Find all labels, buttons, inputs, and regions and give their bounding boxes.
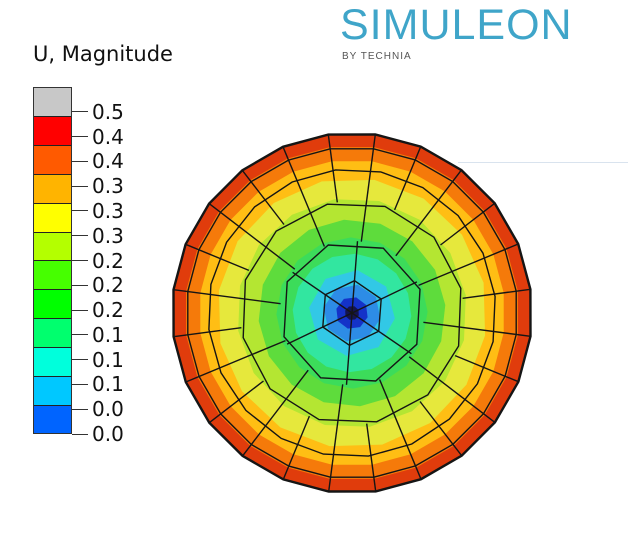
legend-tick-mark [72, 160, 88, 162]
legend-tick-mark [72, 136, 88, 138]
legend-tick-label: 0.0 [92, 422, 124, 446]
legend-tick-label: 0.1 [92, 322, 124, 347]
mesh-spoke [242, 369, 309, 457]
legend-tick: 0.1 [72, 325, 124, 345]
legend-tick-label: 0.4 [92, 124, 124, 149]
legend-tick-label: 0.3 [92, 223, 124, 248]
legend-tick-label: 0.2 [92, 248, 124, 273]
legend-color-10 [34, 377, 71, 406]
legend-tick-mark [72, 185, 88, 187]
mesh-spoke [286, 312, 353, 345]
legend-tick-mark [72, 235, 88, 237]
legend-tick-label: 0.2 [92, 298, 124, 323]
mesh-lines [172, 133, 532, 493]
mesh-spoke [292, 271, 353, 314]
mesh-spoke [351, 241, 359, 314]
mesh-spoke [327, 134, 338, 203]
legend-tick: 0.3 [72, 201, 124, 221]
color-legend-bar [33, 87, 72, 434]
legend-tick: 0.1 [72, 374, 124, 394]
mesh-ring [283, 244, 421, 382]
legend-tick-label: 0.2 [92, 273, 124, 298]
mesh-spoke [351, 281, 418, 314]
legend-color-4 [34, 203, 71, 233]
legend-tick-mark [72, 309, 88, 311]
mesh-spoke [378, 379, 422, 480]
legend-color-7 [34, 290, 71, 320]
legend-tick: 0.4 [72, 127, 124, 147]
legend-color-8 [34, 319, 71, 349]
legend-tick-mark [72, 210, 88, 212]
mesh-spoke [282, 415, 311, 480]
mesh-spoke [454, 354, 519, 383]
legend-color-11 [34, 405, 71, 433]
legend-tick-mark [72, 111, 88, 113]
mesh-spoke [328, 384, 344, 492]
mesh-spoke [185, 243, 250, 272]
divider [458, 162, 628, 163]
legend-tick: 0.4 [72, 151, 124, 171]
mesh-spoke [423, 321, 531, 337]
legend-tick: 0.0 [72, 424, 124, 444]
mesh-spoke [173, 327, 242, 338]
legend-tick-label: 0.4 [92, 149, 124, 174]
legend-tick: 0.0 [72, 399, 124, 419]
legend-color-3 [34, 174, 71, 204]
mesh-spoke [351, 312, 412, 355]
legend-color-9 [34, 348, 71, 378]
mesh-spoke [241, 169, 285, 225]
mesh-spoke [395, 169, 462, 257]
legend-tick-label: 0.3 [92, 198, 124, 223]
legend-tick: 0.5 [72, 102, 124, 122]
legend-tick: 0.1 [72, 350, 124, 370]
legend-tick-mark [72, 359, 88, 361]
mesh-spoke [440, 202, 496, 246]
legend-tick: 0.3 [72, 176, 124, 196]
legend-tick: 0.2 [72, 275, 124, 295]
mesh-ring [242, 203, 462, 423]
mesh-spoke [185, 339, 286, 383]
legend-tick-label: 0.1 [92, 372, 124, 397]
mesh-spoke [282, 146, 326, 247]
legend-tick-mark [72, 383, 88, 385]
brand-subtitle: BY TECHNIA [342, 51, 412, 62]
legend-tick-mark [72, 334, 88, 336]
brand-name: SIMULEON [340, 1, 573, 49]
legend-tick-mark [72, 433, 88, 435]
legend-title: U, Magnitude [33, 42, 173, 66]
mesh-spoke [408, 356, 496, 423]
legend-color-0 [34, 88, 71, 117]
legend-tick: 0.2 [72, 251, 124, 271]
legend-color-5 [34, 232, 71, 262]
legend-tick-label: 0.0 [92, 397, 124, 422]
mesh-spoke [208, 203, 296, 270]
mesh-spoke [360, 134, 376, 242]
mesh-spoke [418, 243, 519, 287]
legend-tick-label: 0.3 [92, 174, 124, 199]
mesh-spoke [345, 312, 353, 385]
legend-tick-mark [72, 260, 88, 261]
brand-logo: SIMULEON BY TECHNIA [340, 2, 628, 72]
mesh-spoke [173, 289, 281, 305]
mesh-ring [208, 169, 496, 457]
legend-color-1 [34, 116, 71, 146]
legend-tick: 0.3 [72, 226, 124, 246]
legend-tick-label: 0.1 [92, 347, 124, 372]
contour-plot [172, 133, 532, 493]
legend-ticks: 0.5 0.4 0.4 0.3 0.3 0.3 0.2 0.2 0.2 0.1 0.1 0.1 0.0 0… [72, 87, 172, 444]
mesh-spoke [393, 146, 422, 211]
legend-color-2 [34, 145, 71, 175]
legend-tick-mark [72, 284, 88, 286]
legend-tick-label: 0.5 [92, 99, 124, 124]
legend-color-6 [34, 261, 71, 291]
mesh-spoke [462, 288, 531, 299]
legend-tick: 0.2 [72, 300, 124, 320]
mesh-spoke [208, 380, 264, 424]
mesh-spoke [366, 423, 377, 492]
mesh-spoke [419, 401, 463, 457]
legend-tick-mark [72, 408, 88, 410]
